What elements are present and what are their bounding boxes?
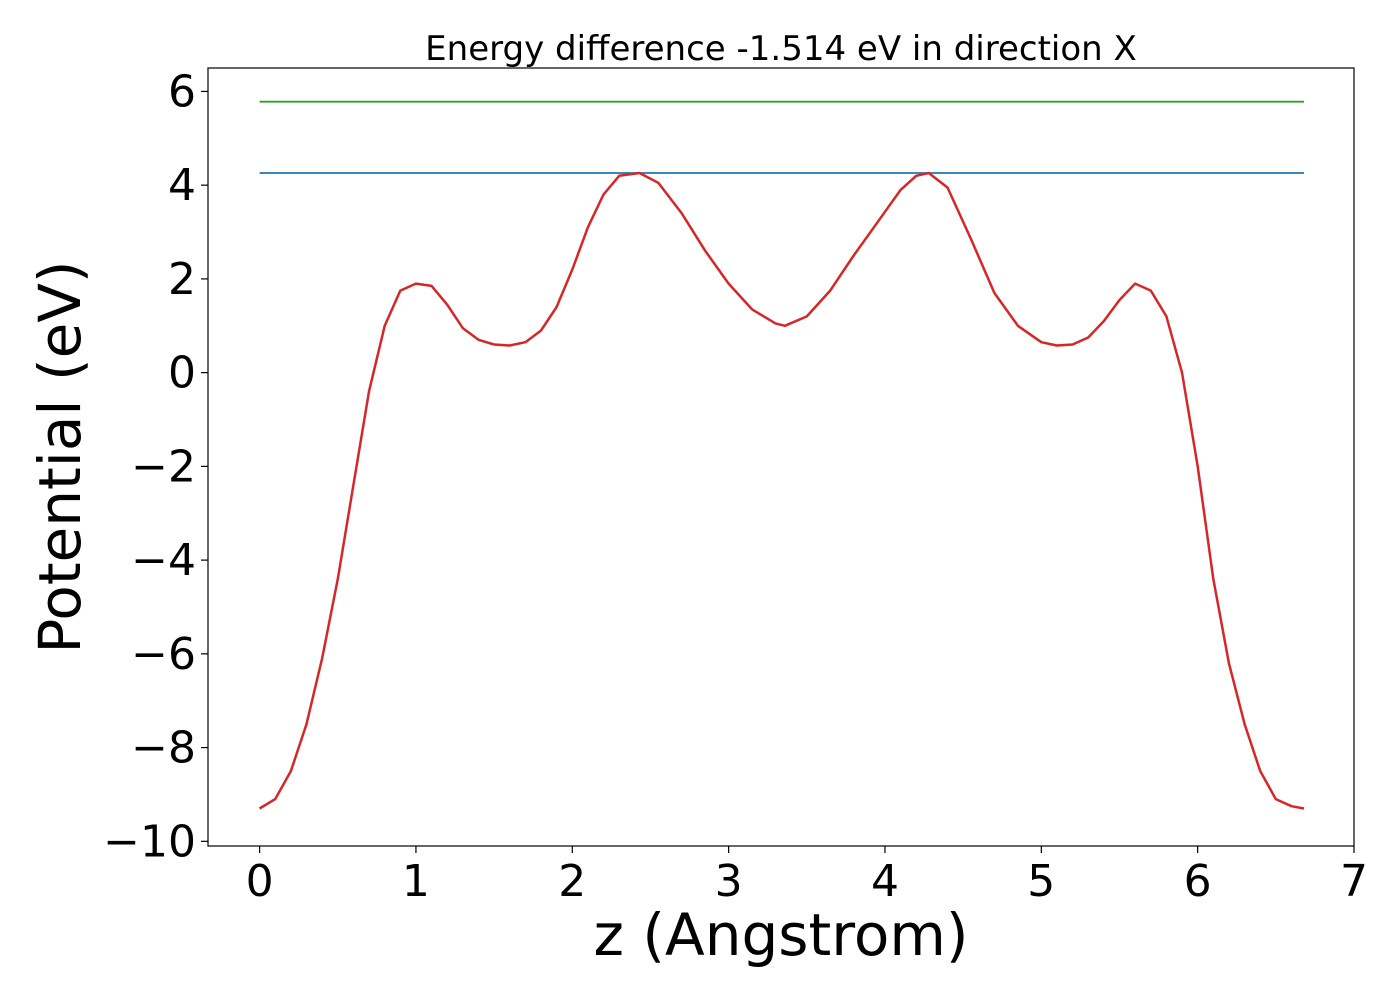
y-tick-label: 6 [168, 66, 196, 117]
y-tick-label: −8 [131, 723, 196, 774]
plot-area-frame [207, 67, 1355, 847]
y-tick-label: 2 [168, 254, 196, 305]
x-axis: 0 1 2 3 4 5 6 7 [246, 846, 1368, 907]
series-line-2 [258, 171, 1305, 810]
y-tick-label: −4 [131, 535, 196, 586]
x-tick-label: 0 [246, 856, 274, 907]
x-tick-label: 6 [1184, 856, 1212, 907]
x-tick-label: 5 [1027, 856, 1055, 907]
y-tick-label: −2 [131, 441, 196, 492]
y-axis: 6 4 2 0 −2 −4 −6 −8 −10 [103, 66, 208, 867]
x-tick-label: 4 [871, 856, 899, 907]
y-tick-label: −10 [103, 816, 196, 867]
x-tick-label: 1 [402, 856, 430, 907]
x-tick-label: 7 [1340, 856, 1368, 907]
y-tick-label: 4 [168, 160, 196, 211]
x-tick-label: 3 [715, 856, 743, 907]
x-tick-label: 2 [558, 856, 586, 907]
series-layer [258, 100, 1305, 810]
y-tick-label: 0 [168, 348, 196, 399]
x-axis-label: z (Angstrom) [594, 901, 969, 969]
y-tick-label: −6 [131, 629, 196, 680]
chart-title: Energy difference -1.514 eV in direction… [425, 29, 1137, 69]
y-axis-label: Potential (eV) [26, 260, 94, 653]
